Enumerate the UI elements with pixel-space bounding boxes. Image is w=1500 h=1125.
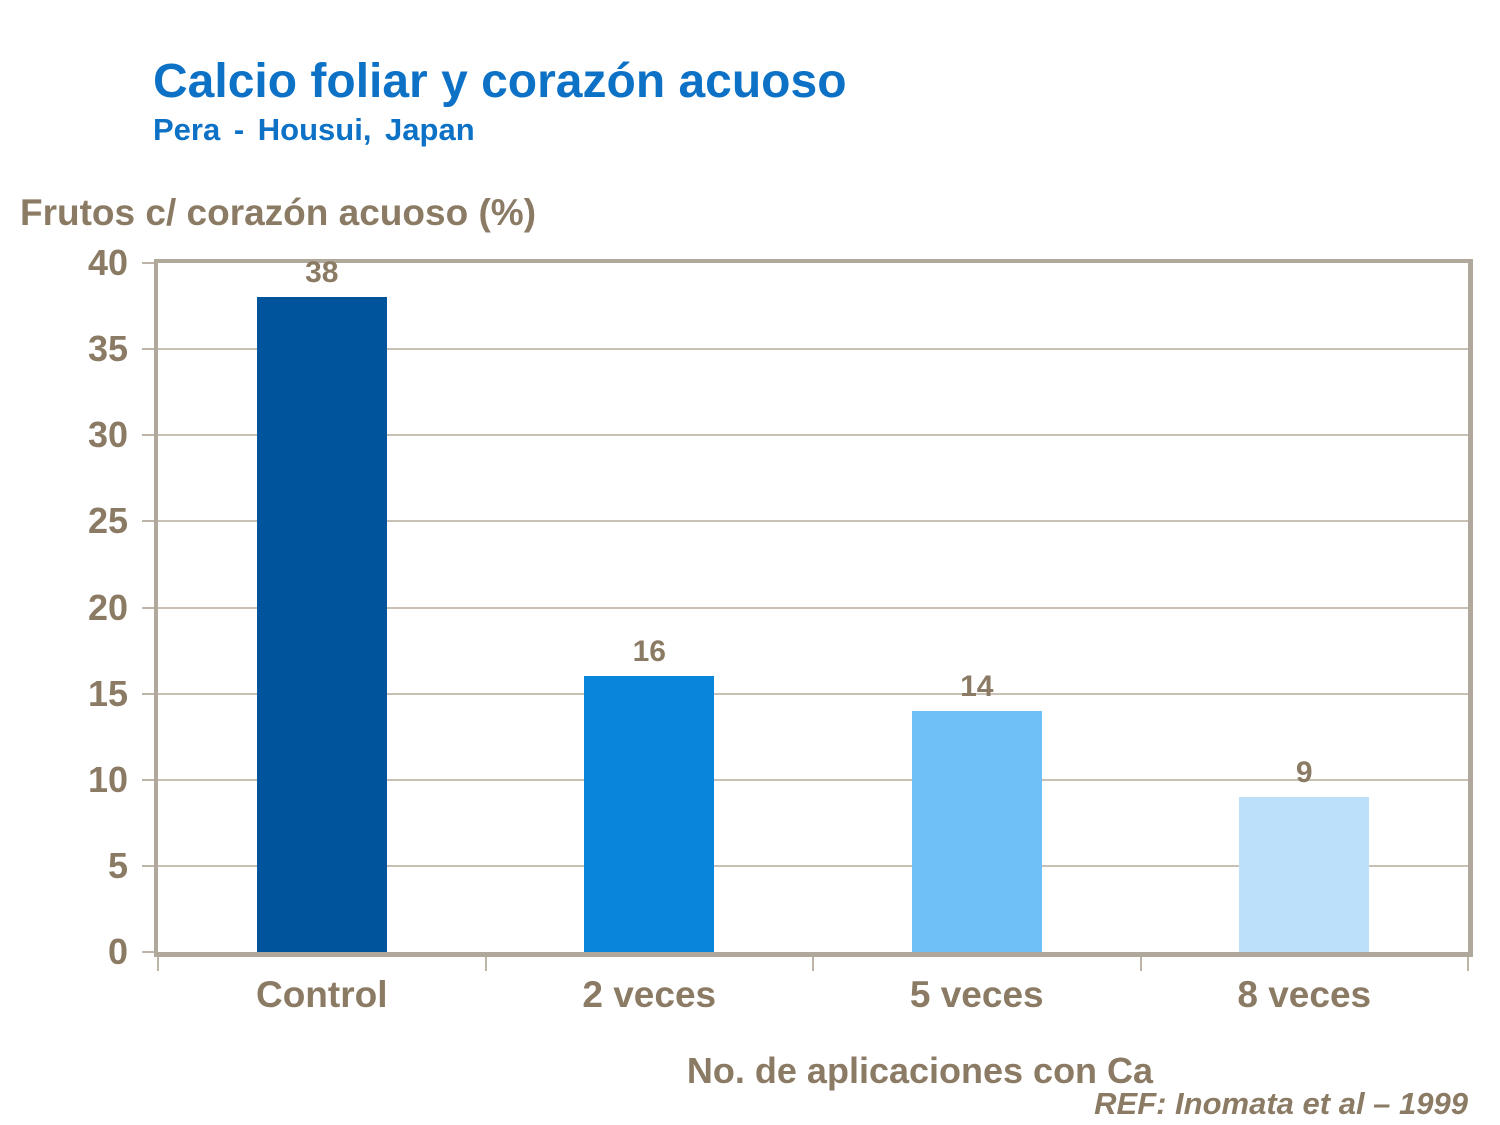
gridline — [158, 348, 1468, 351]
reference-text: REF: Inomata et al – 1999 — [1094, 1086, 1468, 1121]
slide-title: Calcio foliar y corazón acuoso — [153, 55, 847, 108]
y-axis-tick-mark — [142, 520, 157, 523]
y-axis-tick-mark — [142, 434, 157, 437]
slide-subtitle: Pera - Housui, Japan — [153, 112, 475, 147]
y-axis-tick-label: 35 — [87, 328, 128, 370]
bar-value-label: 16 — [632, 635, 666, 669]
x-axis-category-label: 8 veces — [1237, 974, 1372, 1015]
bar-value-label: 14 — [960, 669, 994, 703]
bar-value-label: 38 — [305, 256, 339, 290]
x-axis-category-label: 2 veces — [582, 974, 717, 1015]
y-axis-tick-marks — [142, 262, 158, 953]
y-axis-tick-label: 40 — [87, 242, 128, 283]
bar — [584, 676, 715, 952]
bar — [1239, 796, 1370, 952]
y-axis-tick-label: 0 — [107, 931, 128, 972]
y-axis-tick-label: 30 — [87, 414, 128, 456]
x-axis-tick-mark — [1467, 957, 1469, 971]
y-axis-tick-label: 20 — [87, 586, 128, 628]
x-axis-category-label: Control — [255, 974, 388, 1015]
y-axis-tick-labels: 0 5 10 15 20 25 30 35 40 — [0, 243, 128, 972]
y-axis-tick-mark — [142, 692, 157, 695]
y-axis-tick-label: 15 — [87, 672, 128, 714]
y-axis-tick-label: 5 — [107, 844, 128, 886]
y-axis-tick-mark — [142, 778, 157, 781]
x-axis-title: No. de aplicaciones con Ca — [686, 1050, 1154, 1091]
y-axis-tick-label: 25 — [87, 500, 128, 542]
x-axis-tick-mark — [157, 957, 159, 971]
y-axis-tick-mark — [142, 348, 157, 351]
y-axis-tick-mark — [142, 606, 157, 609]
y-axis-tick-label: 10 — [87, 758, 128, 800]
gridline — [158, 606, 1468, 609]
y-axis-tick-mark — [142, 951, 157, 953]
x-axis-tick-mark — [1139, 957, 1142, 971]
y-axis-tick-mark — [142, 864, 157, 867]
y-axis-tick-mark — [142, 262, 157, 264]
bar — [911, 710, 1042, 952]
x-axis-category-labels: Control 2 veces 5 veces 8 veces — [158, 974, 1468, 1024]
gridline — [158, 864, 1468, 867]
x-axis-category-label: 5 veces — [909, 974, 1044, 1015]
x-axis-tick-marks — [157, 957, 1469, 973]
gridline — [158, 692, 1468, 695]
gridline — [158, 778, 1468, 781]
gridline — [158, 434, 1468, 437]
gridline — [158, 520, 1468, 523]
x-axis-tick-mark — [484, 957, 487, 971]
bar-value-label: 9 — [1295, 755, 1313, 789]
bar — [256, 297, 387, 952]
x-axis-tick-mark — [812, 957, 814, 971]
plot-area: 38 16 14 9 — [154, 256, 1473, 957]
y-axis-title: Frutos c/ corazón acuoso (%) — [20, 192, 537, 233]
